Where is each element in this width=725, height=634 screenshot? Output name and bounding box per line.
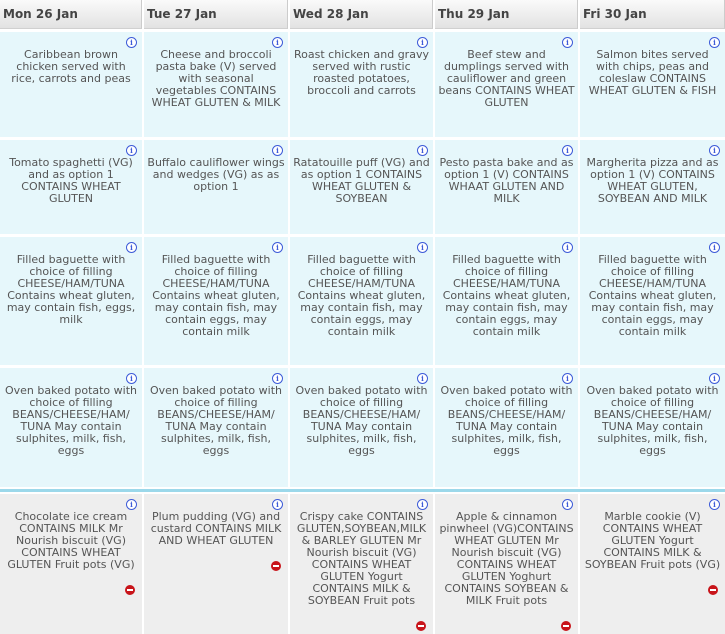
dessert-description: Marble cookie (V) CONTAINS WHEAT GLUTEN …: [584, 510, 721, 571]
info-icon[interactable]: i: [709, 373, 720, 384]
meal-cell[interactable]: i Filled baguette with choice of filling …: [144, 237, 288, 365]
meal-row: i Filled baguette with choice of filling …: [0, 237, 725, 365]
meal-description: Buffalo cauliflower wings and wedges (VG…: [147, 156, 285, 193]
meal-cell[interactable]: i Tomato spaghetti (VG) and as option 1 C…: [0, 140, 142, 234]
meal-cell[interactable]: i Caribbean brown chicken served with ric…: [0, 32, 142, 137]
meal-cell[interactable]: i Roast chicken and gravy served with rus…: [290, 32, 433, 137]
meal-cell[interactable]: i Salmon bites served with chips, peas an…: [580, 32, 725, 137]
dessert-description: Apple & cinnamon pinwheel (VG)CONTAINS W…: [439, 510, 574, 607]
meal-cell[interactable]: i Ratatouille puff (VG) and as option 1 C…: [290, 140, 433, 234]
dessert-description: Crispy cake CONTAINS GLUTEN,SOYBEAN,MILK…: [296, 510, 427, 607]
info-icon[interactable]: i: [562, 37, 573, 48]
info-icon[interactable]: i: [272, 499, 283, 510]
meal-description: Oven baked potato with choice of filling…: [586, 384, 719, 457]
meal-description: Caribbean brown chicken served with rice…: [11, 48, 131, 85]
meal-cell[interactable]: i Oven baked potato with choice of fillin…: [580, 368, 725, 487]
info-icon[interactable]: i: [417, 37, 428, 48]
remove-icon[interactable]: [125, 585, 135, 595]
meal-description: Cheese and broccoli pasta bake (V) serve…: [151, 48, 281, 109]
meal-cell[interactable]: i Filled baguette with choice of filling …: [580, 237, 725, 365]
meal-description: Beef stew and dumplings served with caul…: [438, 48, 575, 109]
meal-description: Salmon bites served with chips, peas and…: [588, 48, 717, 97]
meal-description: Filled baguette with choice of filling C…: [442, 253, 571, 338]
dessert-cell[interactable]: i Marble cookie (V) CONTAINS WHEAT GLUTEN…: [580, 494, 725, 634]
day-header: Fri 30 Jan: [580, 0, 725, 29]
day-header: Thu 29 Jan: [435, 0, 578, 29]
info-icon[interactable]: i: [709, 37, 720, 48]
info-icon[interactable]: i: [272, 145, 283, 156]
meal-description: Filled baguette with choice of filling C…: [6, 253, 136, 326]
dessert-description: Chocolate ice cream CONTAINS MILK Mr Nou…: [7, 510, 135, 571]
meal-cell[interactable]: i Beef stew and dumplings served with cau…: [435, 32, 578, 137]
meal-row: i Caribbean brown chicken served with ric…: [0, 32, 725, 137]
meal-cell[interactable]: i Oven baked potato with choice of fillin…: [0, 368, 142, 487]
info-icon[interactable]: i: [272, 373, 283, 384]
meal-row: i Tomato spaghetti (VG) and as option 1 C…: [0, 140, 725, 234]
dessert-cell[interactable]: i Crispy cake CONTAINS GLUTEN,SOYBEAN,MIL…: [290, 494, 433, 634]
dessert-cell[interactable]: i Plum pudding (VG) and custard CONTAINS …: [144, 494, 288, 634]
day-header: Wed 28 Jan: [290, 0, 433, 29]
meal-cell[interactable]: i Oven baked potato with choice of fillin…: [290, 368, 433, 487]
info-icon[interactable]: i: [126, 242, 137, 253]
meal-description: Ratatouille puff (VG) and as option 1 CO…: [293, 156, 430, 205]
day-header-row: Mon 26 Jan Tue 27 Jan Wed 28 Jan Thu 29 Jan…: [0, 0, 725, 29]
info-icon[interactable]: i: [417, 373, 428, 384]
info-icon[interactable]: i: [126, 373, 137, 384]
day-header: Mon 26 Jan: [0, 0, 142, 29]
day-header: Tue 27 Jan: [144, 0, 288, 29]
info-icon[interactable]: i: [562, 373, 573, 384]
dessert-row: i Chocolate ice cream CONTAINS MILK Mr No…: [0, 494, 725, 634]
meal-row: i Oven baked potato with choice of fillin…: [0, 368, 725, 487]
meal-cell[interactable]: i Oven baked potato with choice of fillin…: [144, 368, 288, 487]
meal-description: Filled baguette with choice of filling C…: [297, 253, 426, 338]
remove-icon[interactable]: [416, 621, 426, 631]
info-icon[interactable]: i: [272, 242, 283, 253]
meal-cell[interactable]: i Filled baguette with choice of filling …: [435, 237, 578, 365]
meal-description: Oven baked potato with choice of filling…: [440, 384, 573, 457]
meal-cell[interactable]: i Filled baguette with choice of filling …: [290, 237, 433, 365]
meal-cell[interactable]: i Oven baked potato with choice of fillin…: [435, 368, 578, 487]
info-icon[interactable]: i: [709, 499, 720, 510]
meal-cell[interactable]: i Cheese and broccoli pasta bake (V) serv…: [144, 32, 288, 137]
meal-description: Oven baked potato with choice of filling…: [150, 384, 282, 457]
dessert-separator: [0, 489, 725, 492]
meal-description: Roast chicken and gravy served with rust…: [294, 48, 429, 97]
info-icon[interactable]: i: [417, 145, 428, 156]
dessert-cell[interactable]: i Apple & cinnamon pinwheel (VG)CONTAINS …: [435, 494, 578, 634]
info-icon[interactable]: i: [126, 499, 137, 510]
info-icon[interactable]: i: [562, 499, 573, 510]
info-icon[interactable]: i: [562, 242, 573, 253]
meal-cell[interactable]: i Pesto pasta bake and as option 1 (V) CO…: [435, 140, 578, 234]
info-icon[interactable]: i: [709, 145, 720, 156]
dessert-cell[interactable]: i Chocolate ice cream CONTAINS MILK Mr No…: [0, 494, 142, 634]
remove-icon[interactable]: [708, 585, 718, 595]
meal-description: Oven baked potato with choice of filling…: [295, 384, 428, 457]
info-icon[interactable]: i: [272, 37, 283, 48]
dessert-description: Plum pudding (VG) and custard CONTAINS M…: [150, 510, 282, 547]
remove-icon[interactable]: [561, 621, 571, 631]
info-icon[interactable]: i: [126, 145, 137, 156]
info-icon[interactable]: i: [417, 242, 428, 253]
remove-icon[interactable]: [271, 561, 281, 571]
meal-cell[interactable]: i Filled baguette with choice of filling …: [0, 237, 142, 365]
meal-description: Oven baked potato with choice of filling…: [5, 384, 137, 457]
meal-description: Pesto pasta bake and as option 1 (V) CON…: [439, 156, 574, 205]
info-icon[interactable]: i: [417, 499, 428, 510]
meal-description: Filled baguette with choice of filling C…: [152, 253, 280, 338]
meal-cell[interactable]: i Margherita pizza and as option 1 (V) CO…: [580, 140, 725, 234]
info-icon[interactable]: i: [562, 145, 573, 156]
meal-description: Tomato spaghetti (VG) and as option 1 CO…: [9, 156, 133, 205]
meal-description: Margherita pizza and as option 1 (V) CON…: [586, 156, 719, 205]
meal-description: Filled baguette with choice of filling C…: [588, 253, 717, 338]
info-icon[interactable]: i: [126, 37, 137, 48]
meal-cell[interactable]: i Buffalo cauliflower wings and wedges (V…: [144, 140, 288, 234]
info-icon[interactable]: i: [709, 242, 720, 253]
